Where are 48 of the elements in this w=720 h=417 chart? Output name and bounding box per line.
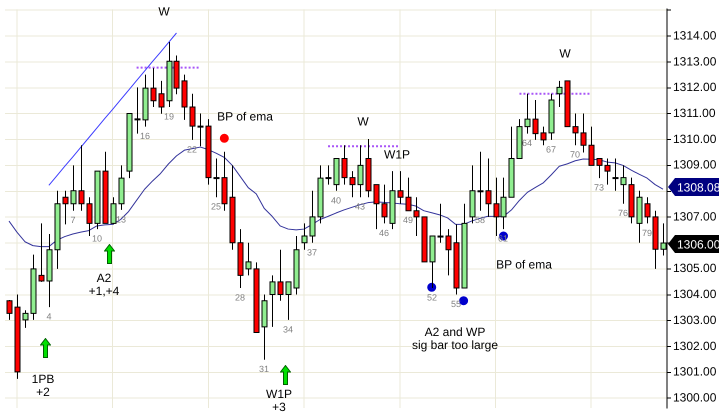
text: 49 <box>402 215 414 226</box>
annotation: A2 and WP sig bar too large <box>412 324 498 352</box>
y-tick-label: 1312.00 <box>673 80 717 94</box>
annotation: W1P +3 <box>266 386 292 414</box>
y-tick-label: 1305.00 <box>673 261 717 276</box>
text: 10 <box>92 234 102 244</box>
text: 46 <box>378 228 390 238</box>
text: 70 <box>570 150 580 160</box>
y-tick-label: 1304.00 <box>673 287 717 302</box>
text: 7 <box>70 215 76 226</box>
text: 40 <box>330 195 342 206</box>
text: 34 <box>282 324 294 334</box>
text: 16 <box>140 131 150 142</box>
y-tick-label: 1311.00 <box>673 106 716 120</box>
annotation: W1P <box>384 147 410 162</box>
annotation: A2 +1,+4 <box>88 270 120 298</box>
text: 55 <box>450 298 462 309</box>
annotation: BP of ema <box>217 109 274 124</box>
text: 79 <box>642 228 652 238</box>
text: 1308.08 <box>677 180 720 194</box>
y-tick-label: 1309.00 <box>673 158 717 172</box>
text: 1306.00 <box>677 237 720 252</box>
y-tick-label: 1300.00 <box>673 390 717 405</box>
text: 37 <box>306 247 318 258</box>
annotation: 1PB +2 <box>32 372 54 399</box>
y-tick-label: 1303.00 <box>673 312 717 327</box>
text: 52 <box>426 292 438 303</box>
y-tick-label: 1301.00 <box>673 364 717 379</box>
y-tick-label: 1302.00 <box>673 338 717 353</box>
y-tick-label: 1314.00 <box>673 28 717 42</box>
y-tick-label: 1310.00 <box>673 132 717 146</box>
annotation: BP of ema <box>496 257 552 272</box>
text: 73 <box>594 182 604 193</box>
annotation: W <box>158 4 170 18</box>
point <box>427 282 436 292</box>
text: 28 <box>234 292 246 303</box>
text: 64 <box>522 138 532 148</box>
annotation: W <box>559 46 572 60</box>
y-tick-label: 1313.00 <box>673 54 717 68</box>
text: 4 <box>46 312 52 322</box>
y-tick-label: 1307.00 <box>673 209 717 224</box>
text: 76 <box>618 208 628 218</box>
text: 67 <box>546 144 556 154</box>
text: 19 <box>164 111 174 122</box>
text: 31 <box>258 364 270 374</box>
text: 25 <box>210 202 222 212</box>
annotation: W <box>357 114 370 128</box>
point <box>220 134 229 143</box>
